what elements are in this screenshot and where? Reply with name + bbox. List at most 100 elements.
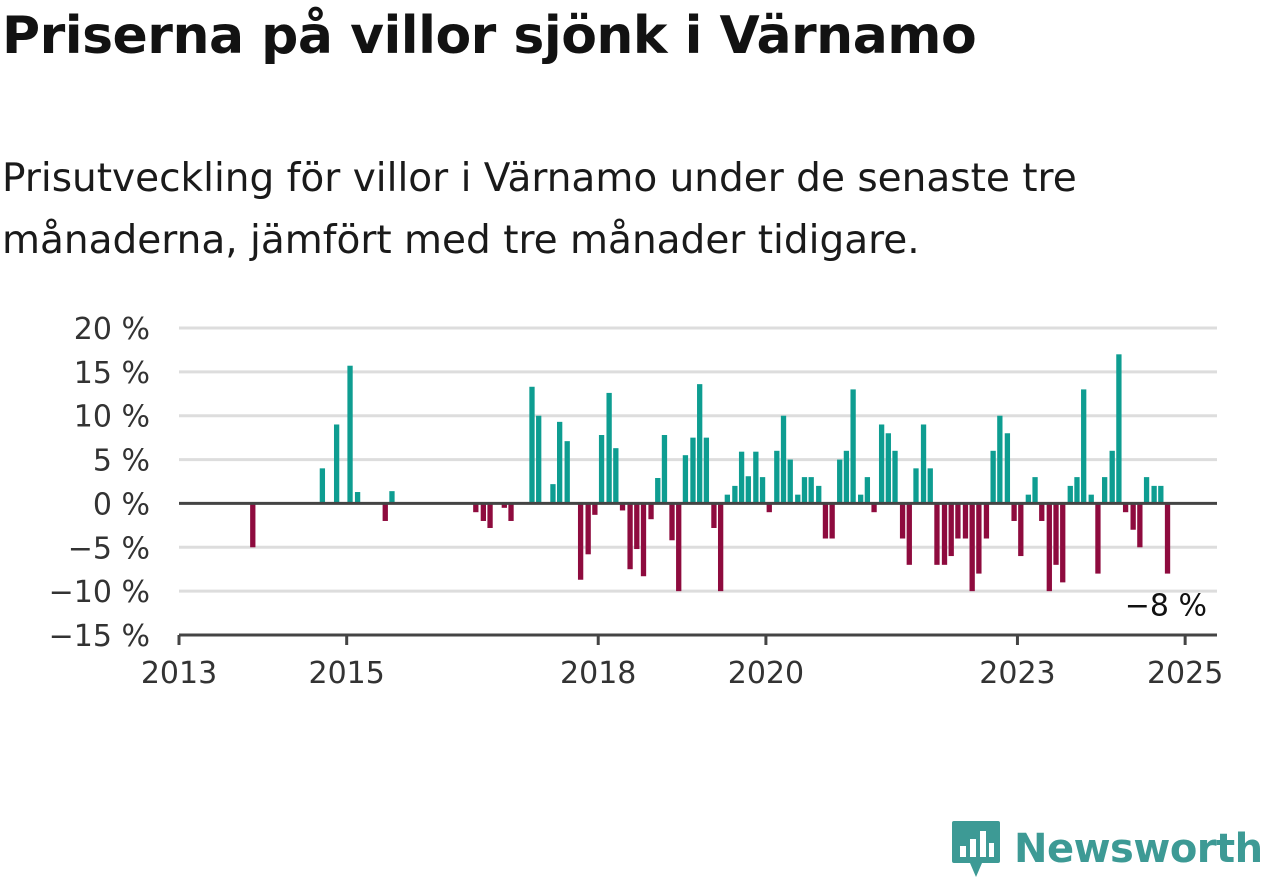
bar (829, 503, 835, 539)
bar (703, 437, 710, 504)
bar (913, 468, 919, 504)
bar (592, 503, 598, 515)
bar (990, 450, 996, 504)
bar (1046, 503, 1052, 592)
bar (598, 435, 605, 504)
bar (934, 503, 940, 565)
chart-title: Priserna på villor sjönk i Värnamo (2, 6, 977, 66)
bar (941, 503, 948, 565)
bar (837, 459, 843, 504)
bar (1060, 503, 1066, 583)
brand-logo: Newsworthy (950, 818, 1262, 880)
bar (319, 468, 326, 504)
last-value-label: −8 % (1125, 589, 1207, 624)
y-axis-tick-labels: 20 % 15 % 10 % 5 % 0 % −5 % −10 % −15 % (49, 312, 150, 654)
bar (774, 450, 780, 504)
bar (1004, 433, 1011, 504)
bar (1137, 503, 1143, 548)
bar (669, 503, 675, 541)
bar (920, 424, 927, 504)
bar (1074, 477, 1080, 504)
bar (808, 477, 814, 504)
bar (724, 494, 730, 504)
x-tick-label: 2015 (309, 656, 385, 691)
bar (487, 503, 493, 528)
bar (676, 503, 682, 592)
bar (892, 450, 898, 504)
bar (564, 441, 570, 504)
bar (1067, 485, 1073, 504)
bar (948, 503, 954, 557)
bar (529, 386, 535, 504)
bar (1101, 477, 1108, 504)
bar (1095, 503, 1101, 574)
x-axis-tick-labels: 2013 2015 2018 2020 2023 2025 (141, 656, 1223, 691)
bar (969, 503, 975, 592)
bar (1032, 477, 1038, 504)
bar (682, 455, 689, 504)
bar (1109, 450, 1115, 504)
bar (1116, 354, 1122, 504)
y-tick-label: 10 % (74, 400, 150, 435)
newsworthy-logo-icon (952, 821, 1000, 877)
y-tick-label: −10 % (49, 575, 150, 610)
x-tick-label: 2018 (560, 656, 636, 691)
bar (613, 448, 619, 504)
bar (787, 459, 793, 504)
bar (878, 424, 885, 504)
bar (508, 503, 514, 521)
bar (759, 477, 766, 504)
chart-subtitle: Prisutveckling för villor i Värnamo unde… (2, 156, 1077, 263)
bar (655, 477, 661, 504)
bar (745, 476, 751, 504)
bar (899, 503, 906, 539)
bar (711, 503, 717, 528)
bar (473, 503, 479, 513)
bar (753, 451, 759, 504)
bar (906, 503, 912, 565)
bar-chart: 20 %15 %10 %5 %0 %−5 %−10 %−15 % 2013 201… (49, 312, 1224, 691)
y-tick-label: −15 % (49, 619, 150, 654)
bar (1143, 477, 1150, 504)
bar (1088, 494, 1094, 504)
bar (606, 392, 612, 504)
bar (550, 484, 556, 504)
brand-name: Newsworthy (1014, 826, 1262, 872)
bar (850, 389, 856, 504)
bar (1025, 494, 1031, 504)
bar (627, 503, 633, 570)
bar (858, 494, 864, 504)
y-tick-label: −5 % (68, 531, 150, 566)
bar (864, 477, 871, 504)
bar (780, 415, 787, 504)
y-tick-label: 0 % (93, 487, 150, 522)
bar (1053, 503, 1059, 565)
bar (871, 503, 877, 513)
x-tick-label: 2023 (979, 656, 1055, 691)
bar (983, 503, 990, 539)
bar (250, 503, 256, 548)
bar (1122, 503, 1129, 513)
bar (661, 435, 668, 504)
bar (501, 503, 507, 508)
bar (927, 468, 933, 504)
y-tick-label: 15 % (74, 356, 150, 391)
bar (536, 415, 542, 504)
bar (997, 415, 1003, 504)
bar (816, 485, 822, 504)
bar (382, 503, 388, 521)
bar (480, 503, 487, 521)
bar (795, 494, 801, 504)
bar (843, 450, 850, 504)
bar (640, 503, 647, 577)
bar (717, 503, 724, 592)
bar (885, 433, 891, 504)
x-tick-label: 2025 (1147, 656, 1223, 691)
bar (648, 503, 654, 520)
bar (1011, 503, 1017, 521)
bar (577, 503, 584, 580)
bar (1018, 503, 1024, 557)
bar (1081, 389, 1087, 504)
axes (177, 501, 1217, 645)
y-tick-label: 20 % (74, 312, 150, 347)
